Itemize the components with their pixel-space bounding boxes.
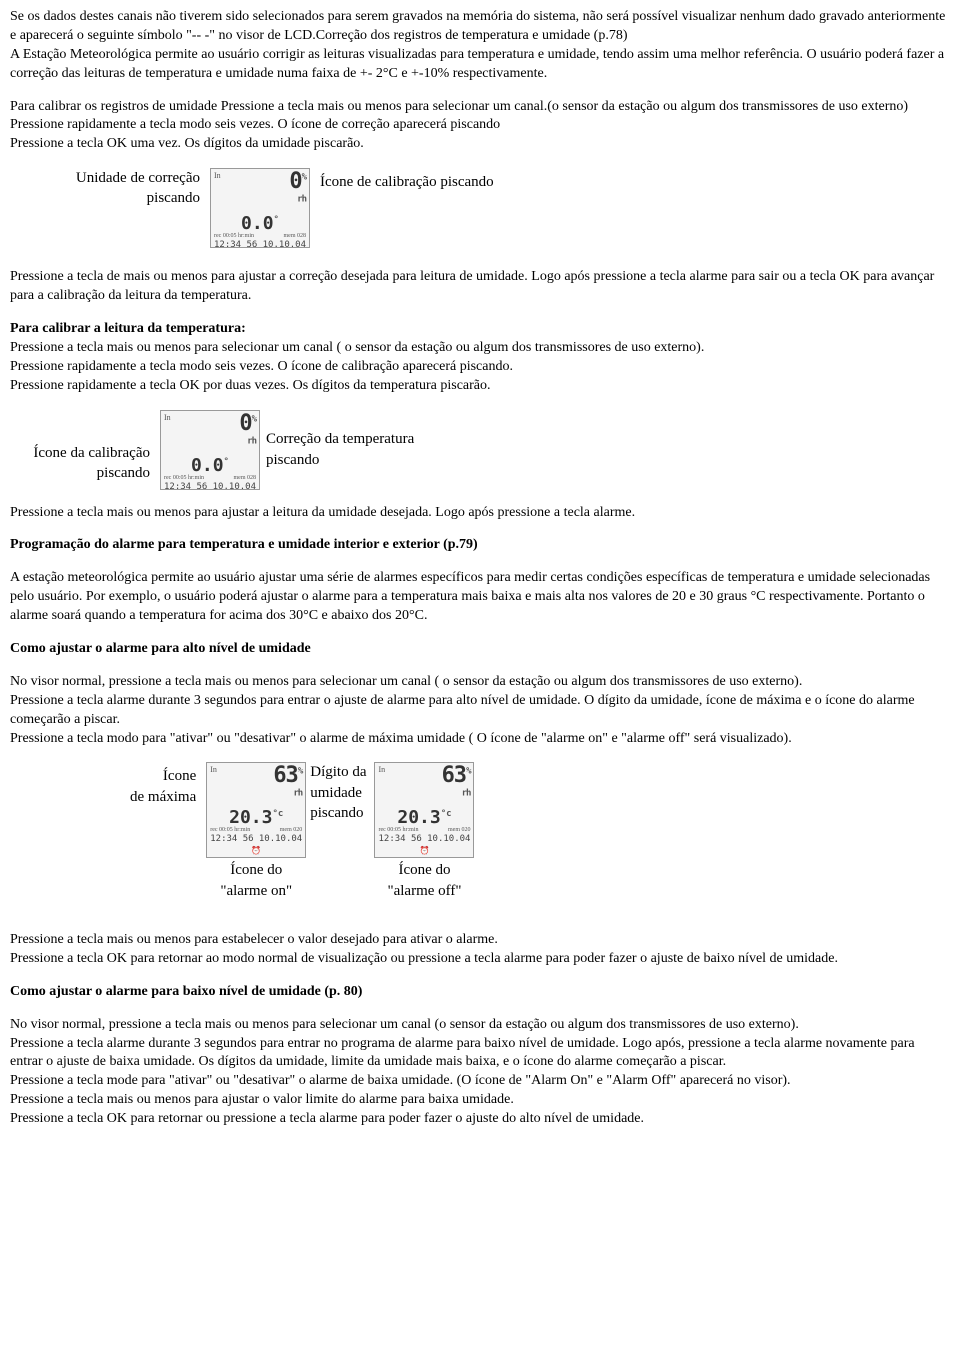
p9-l3: Pressione a tecla mode para "ativar" ou … bbox=[10, 1073, 791, 1088]
lcd-display-1: In 0%rh 0.0° rec 00:05 hr:minmem 028 12:… bbox=[210, 168, 310, 248]
p6: A estação meteorológica permite ao usuár… bbox=[10, 570, 930, 623]
lcd4-in: In bbox=[378, 765, 385, 776]
lcd2-top: 0 bbox=[239, 411, 251, 436]
p7-l1: No visor normal, pressione a tecla mais … bbox=[10, 674, 802, 689]
lcd4-date: 10.10.04 bbox=[427, 833, 470, 845]
lcd2-date: 10.10.04 bbox=[213, 481, 256, 493]
lcd3-date: 10.10.04 bbox=[259, 833, 302, 845]
lcd1-mid: 0.0 bbox=[241, 213, 274, 234]
lcd-alarm-on-column: In 63%rh 20.3°c rec 00:05 hr:minmem 020 … bbox=[206, 762, 306, 901]
lcd2-top-sub: rh bbox=[247, 436, 256, 446]
heading-calibrate-temperature: Para calibrar a leitura da temperatura: bbox=[10, 321, 246, 336]
alarm-on-icon: ⏰ bbox=[210, 846, 302, 857]
p5: Pressione a tecla mais ou menos para aju… bbox=[10, 505, 635, 520]
caption-humidity-digit: Dígito da umidade piscando bbox=[310, 762, 366, 823]
high-humidity-steps: No visor normal, pressione a tecla mais … bbox=[10, 673, 950, 749]
alarm-off-icon: ⏰ bbox=[378, 846, 470, 857]
figure-temperature-calibration: Ícone da calibração piscando In 0% rh 0.0… bbox=[10, 410, 950, 490]
p9-l1: No visor normal, pressione a tecla mais … bbox=[10, 1017, 799, 1032]
p1-seg1: Se os dados destes canais não tiverem si… bbox=[10, 9, 945, 43]
lcd4-top-sub: rh bbox=[462, 789, 471, 799]
figure-alarm-humidity: Ícone de máxima In 63%rh 20.3°c rec 00:0… bbox=[120, 762, 950, 901]
lcd-display-3: In 63%rh 20.3°c rec 00:05 hr:minmem 020 … bbox=[206, 762, 306, 858]
lcd3-top: 63 bbox=[273, 763, 298, 788]
p8-l1: Pressione a tecla mais ou menos para est… bbox=[10, 932, 498, 947]
lcd3-top-unit: % bbox=[298, 767, 302, 777]
lcd1-top-sub: rh bbox=[297, 195, 306, 205]
p2-l3: Pressione a tecla OK uma vez. Os dígitos… bbox=[10, 136, 364, 151]
adjust-humidity-paragraph: Pressione a tecla de mais ou menos para … bbox=[10, 268, 950, 306]
lcd-display-2: In 0%rh 0.0° rec 00:05 hr:minmem 028 12:… bbox=[160, 410, 260, 490]
p2-l2: Pressione rapidamente a tecla modo seis … bbox=[10, 117, 500, 132]
p2-l1: Para calibrar os registros de umidade Pr… bbox=[10, 99, 908, 114]
lcd1-time: 12:34 56 bbox=[214, 239, 257, 251]
lcd3-time: 12:34 56 bbox=[210, 833, 253, 845]
lcd2-mid-unit: ° bbox=[224, 457, 229, 467]
heading-alarm-programming: Programação do alarme para temperatura e… bbox=[10, 536, 950, 555]
lcd1-mid-unit: ° bbox=[274, 215, 279, 225]
lcd3-mid-unit: °c bbox=[272, 809, 283, 819]
figure-humidity-calibration: Unidade de correção piscando In 0% rh 0.0… bbox=[10, 168, 950, 248]
lcd2-in: In bbox=[164, 413, 171, 424]
calibrate-temperature-section: Para calibrar a leitura da temperatura: … bbox=[10, 320, 950, 396]
lcd1-date: 10.10.04 bbox=[263, 239, 306, 251]
caption-alarm-off: Ícone do "alarme off" bbox=[387, 860, 461, 901]
caption-calibration-icon: Ícone de calibração piscando bbox=[320, 172, 494, 192]
adjust-temperature-paragraph: Pressione a tecla mais ou menos para aju… bbox=[10, 504, 950, 523]
lcd3-in: In bbox=[210, 765, 217, 776]
caption-max-icon: Ícone de máxima bbox=[130, 766, 196, 807]
p4-l3: Pressione rapidamente a tecla OK por dua… bbox=[10, 378, 491, 393]
p8-l2: Pressione a tecla OK para retornar ao mo… bbox=[10, 951, 838, 966]
lcd-alarm-off-column: In 63%rh 20.3°c rec 00:05 hr:minmem 020 … bbox=[374, 762, 474, 901]
low-humidity-steps: No visor normal, pressione a tecla mais … bbox=[10, 1016, 950, 1129]
caption-calibration-unit: Unidade de correção piscando bbox=[20, 168, 200, 209]
lcd4-mid-unit: °c bbox=[441, 809, 452, 819]
p9-l2: Pressione a tecla alarme durante 3 segun… bbox=[10, 1036, 915, 1070]
lcd4-time: 12:34 56 bbox=[378, 833, 421, 845]
set-alarm-value-paragraph: Pressione a tecla mais ou menos para est… bbox=[10, 931, 950, 969]
alarm-programming-paragraph: A estação meteorológica permite ao usuár… bbox=[10, 569, 950, 626]
lcd4-top: 63 bbox=[442, 763, 467, 788]
lcd1-in: In bbox=[214, 171, 221, 182]
caption-temperature-correction: Correção da temperatura piscando bbox=[266, 429, 414, 470]
lcd2-time: 12:34 56 bbox=[164, 481, 207, 493]
heading-low-humidity-alarm: Como ajustar o alarme para baixo nível d… bbox=[10, 983, 950, 1002]
lcd2-mid: 0.0 bbox=[191, 455, 224, 476]
lcd-display-4: In 63%rh 20.3°c rec 00:05 hr:minmem 020 … bbox=[374, 762, 474, 858]
p9-l4: Pressione a tecla mais ou menos para aju… bbox=[10, 1092, 514, 1107]
p4-l1: Pressione a tecla mais ou menos para sel… bbox=[10, 340, 704, 355]
caption-calibration-icon-2: Ícone da calibração piscando bbox=[20, 443, 150, 484]
lcd4-mid: 20.3 bbox=[397, 807, 440, 828]
p7-l3: Pressione a tecla modo para "ativar" ou … bbox=[10, 731, 792, 746]
calibrate-humidity-steps: Para calibrar os registros de umidade Pr… bbox=[10, 98, 950, 155]
lcd2-top-unit: % bbox=[252, 414, 256, 424]
lcd3-mid: 20.3 bbox=[229, 807, 272, 828]
lcd4-top-unit: % bbox=[466, 767, 470, 777]
intro-paragraph: Se os dados destes canais não tiverem si… bbox=[10, 8, 950, 84]
p1-seg2: A Estação Meteorológica permite ao usuár… bbox=[10, 47, 944, 81]
lcd1-top-unit: % bbox=[302, 173, 306, 183]
p4-l2: Pressione rapidamente a tecla modo seis … bbox=[10, 359, 513, 374]
p7-l2: Pressione a tecla alarme durante 3 segun… bbox=[10, 693, 915, 727]
p3: Pressione a tecla de mais ou menos para … bbox=[10, 269, 934, 303]
lcd3-top-sub: rh bbox=[293, 789, 302, 799]
heading-high-humidity-alarm: Como ajustar o alarme para alto nível de… bbox=[10, 640, 950, 659]
caption-alarm-on: Ícone do "alarme on" bbox=[220, 860, 292, 901]
lcd1-top: 0 bbox=[289, 169, 301, 194]
p9-l5: Pressione a tecla OK para retornar ou pr… bbox=[10, 1111, 644, 1126]
